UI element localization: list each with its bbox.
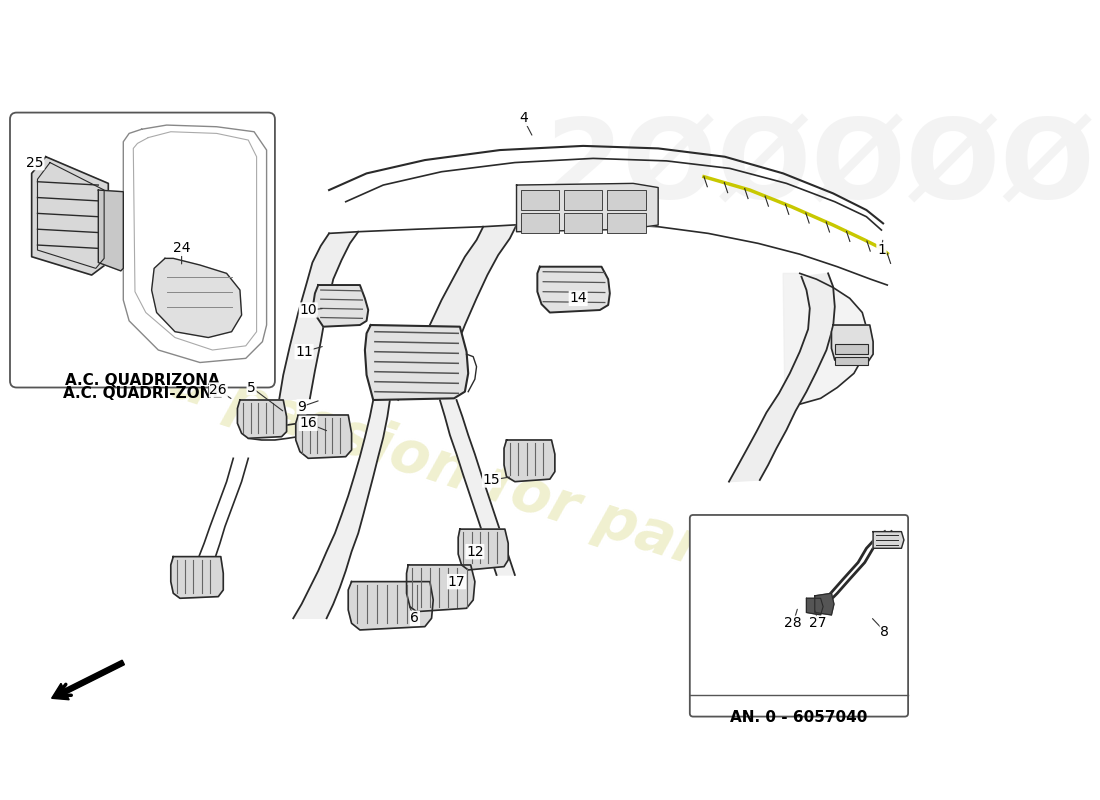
Text: 17: 17 [448, 574, 465, 589]
FancyBboxPatch shape [690, 515, 909, 717]
Text: 25: 25 [26, 155, 44, 170]
Text: A.C. QUADRI-ZONE: A.C. QUADRI-ZONE [63, 386, 222, 401]
Text: 11: 11 [295, 345, 313, 358]
FancyBboxPatch shape [10, 113, 275, 387]
Text: 5: 5 [248, 381, 256, 394]
Text: a passion for parts: a passion for parts [163, 352, 770, 598]
Polygon shape [440, 400, 515, 575]
Text: 24: 24 [173, 242, 190, 255]
FancyArrow shape [52, 660, 124, 700]
Bar [835, 344, 868, 354]
Text: 14: 14 [570, 291, 587, 306]
Text: 28: 28 [784, 616, 802, 630]
Polygon shape [806, 598, 823, 615]
Bar [607, 214, 646, 234]
Bar [520, 214, 559, 234]
Polygon shape [815, 594, 834, 615]
Text: AN. 0 - 6057040: AN. 0 - 6057040 [730, 710, 868, 725]
Polygon shape [314, 285, 369, 326]
Polygon shape [517, 183, 658, 232]
Text: 8: 8 [880, 625, 889, 638]
Text: 2ØØØØØ: 2ØØØØØ [546, 114, 1096, 220]
Text: 15: 15 [483, 473, 500, 487]
Polygon shape [398, 225, 517, 400]
Text: 10: 10 [299, 303, 317, 317]
Polygon shape [32, 157, 108, 275]
Text: A.C. QUADRIZONA: A.C. QUADRIZONA [65, 373, 220, 387]
Polygon shape [152, 258, 242, 338]
Text: 16: 16 [299, 416, 317, 430]
Text: 12: 12 [466, 545, 484, 558]
Text: 26: 26 [209, 383, 227, 397]
Polygon shape [279, 232, 359, 400]
Polygon shape [832, 325, 873, 365]
Text: 9: 9 [297, 400, 306, 414]
Polygon shape [98, 190, 123, 271]
Polygon shape [783, 274, 868, 404]
Polygon shape [538, 266, 609, 313]
Text: 27: 27 [810, 616, 827, 630]
Polygon shape [294, 400, 389, 618]
Bar [607, 190, 646, 210]
Polygon shape [729, 274, 835, 482]
Polygon shape [238, 400, 287, 438]
Bar [564, 214, 603, 234]
Polygon shape [296, 415, 352, 458]
Bar [564, 190, 603, 210]
Polygon shape [873, 532, 904, 548]
Bar [835, 357, 868, 365]
Polygon shape [365, 325, 469, 400]
Polygon shape [459, 529, 508, 570]
Text: 6: 6 [410, 611, 419, 626]
Text: 1: 1 [877, 243, 886, 257]
Text: 4: 4 [519, 111, 528, 126]
Bar [520, 190, 559, 210]
Polygon shape [504, 440, 554, 482]
Polygon shape [349, 582, 433, 630]
Polygon shape [170, 557, 223, 598]
Polygon shape [407, 565, 475, 612]
